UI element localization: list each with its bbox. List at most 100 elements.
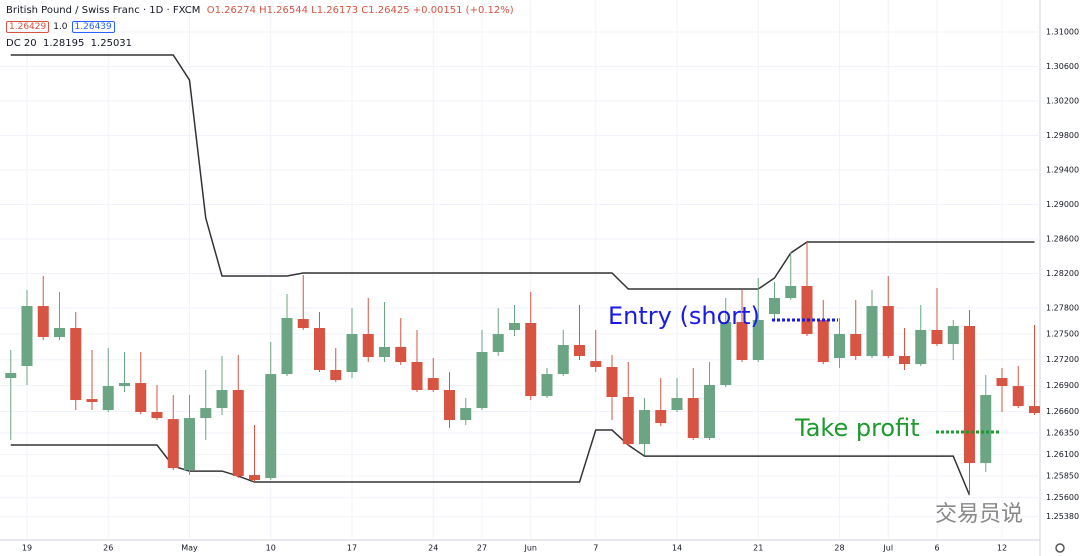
candle-body <box>86 399 98 403</box>
x-tick-label: 6 <box>934 544 939 553</box>
candle-body <box>720 321 732 386</box>
candle-body <box>476 351 488 409</box>
candle-body <box>687 398 699 439</box>
candle-body <box>21 306 33 367</box>
candle-body <box>915 329 927 365</box>
candle-body <box>541 374 553 397</box>
marks <box>5 54 1040 496</box>
candle-body <box>427 378 439 391</box>
candle-body <box>736 321 748 360</box>
x-tick-label: May <box>181 544 198 553</box>
candle-body <box>525 322 537 397</box>
x-tick-label: 24 <box>428 544 438 553</box>
candle-body <box>411 361 423 391</box>
candle-body <box>574 344 585 357</box>
candle-body <box>167 419 179 469</box>
candle-body <box>1029 406 1040 414</box>
candle-body <box>297 319 309 329</box>
candle-body <box>444 390 455 421</box>
candle-body <box>492 334 504 352</box>
candle-body <box>346 334 358 372</box>
candle-body <box>655 410 667 424</box>
candle-body <box>590 361 602 367</box>
x-tick-label: 10 <box>266 544 276 553</box>
sell-price[interactable]: 1.26429 <box>6 21 50 33</box>
y-tick-label: 1.25600 <box>1046 493 1079 502</box>
y-tick-label: 1.29400 <box>1046 165 1079 174</box>
y-tick-label: 1.27500 <box>1046 329 1079 338</box>
x-tick-label: 26 <box>103 544 113 553</box>
candle-body <box>639 410 650 445</box>
candle-body <box>947 326 959 345</box>
x-tick-label: 27 <box>477 544 487 553</box>
channel-line-upper <box>10 54 1035 290</box>
candle-body <box>980 395 992 464</box>
watermark: 交易员说 <box>935 502 1024 527</box>
candle-body <box>850 334 862 357</box>
candle-body <box>1012 386 1024 407</box>
candle-body <box>460 408 472 421</box>
candle-body <box>102 386 114 411</box>
candle-body <box>135 383 147 413</box>
candle-body <box>785 285 797 298</box>
candle-body <box>834 334 845 359</box>
axes: 1.31000 1.30600 1.30200 1.29800 1.29400 1.290… <box>22 27 1079 552</box>
y-tick-label: 1.27200 <box>1046 355 1079 364</box>
indicator-legend: DC 20 1.28195 1.25031 <box>6 38 132 49</box>
take-profit-annotation: Take profit <box>795 414 920 442</box>
plot-area <box>0 0 1040 540</box>
candle-body <box>200 408 212 419</box>
y-tick-label: 1.27800 <box>1046 303 1079 312</box>
settings-icon[interactable] <box>1055 543 1065 553</box>
candle-body <box>964 326 975 464</box>
buy-price[interactable]: 1.26439 <box>71 21 115 33</box>
x-tick-label: 21 <box>753 544 763 553</box>
y-tick-label: 1.30600 <box>1046 62 1079 71</box>
candle-body <box>801 285 813 335</box>
price-boxes: 1.26429 1.0 1.26439 <box>6 21 119 33</box>
x-tick-label: 7 <box>593 544 598 553</box>
x-tick-label: 28 <box>834 544 844 553</box>
y-tick-label: 1.25850 <box>1046 472 1079 481</box>
candle-body <box>281 317 293 375</box>
y-tick-label: 1.29000 <box>1046 200 1079 209</box>
candle-body <box>232 390 244 477</box>
candle-body <box>671 398 683 411</box>
candle-body <box>216 390 228 409</box>
indicator-lower: 1.25031 <box>90 38 133 49</box>
y-tick-label: 1.28600 <box>1046 234 1079 243</box>
entry-annotation: Entry (short) <box>608 302 760 330</box>
y-tick-label: 1.28200 <box>1046 269 1079 278</box>
candle-body <box>314 328 325 371</box>
candle-body <box>362 334 374 357</box>
x-tick-label: 14 <box>672 544 682 553</box>
symbol: British Pound / Swiss Franc · 1D · FXCM <box>6 5 201 16</box>
candle-body <box>752 319 764 360</box>
candle-body <box>769 297 780 315</box>
symbol-line: British Pound / Swiss Franc · 1D · FXCM … <box>6 5 514 16</box>
candle-body <box>509 322 520 330</box>
y-tick-label: 1.30200 <box>1046 96 1079 105</box>
candle-body <box>265 374 277 479</box>
candle-body <box>817 319 829 362</box>
y-tick-label: 1.26100 <box>1046 450 1079 459</box>
x-tick-label: 17 <box>347 544 357 553</box>
candle-body <box>557 344 569 375</box>
quantity: 1.0 <box>53 22 68 32</box>
candle-body <box>70 328 82 401</box>
candle-body <box>704 385 715 439</box>
y-tick-label: 1.31000 <box>1046 27 1079 36</box>
candle-body <box>249 475 260 481</box>
candle-body <box>606 366 618 398</box>
y-tick-label: 1.26900 <box>1046 381 1079 390</box>
candle-body <box>882 306 894 357</box>
y-tick-label: 1.29800 <box>1046 131 1079 140</box>
indicator-upper: 1.28195 <box>42 38 85 49</box>
candle-body <box>931 329 943 345</box>
candle-body <box>5 373 17 379</box>
candle-body <box>37 306 49 337</box>
candle-body <box>866 306 878 357</box>
candle-body <box>54 328 65 337</box>
candle-body <box>330 370 342 381</box>
